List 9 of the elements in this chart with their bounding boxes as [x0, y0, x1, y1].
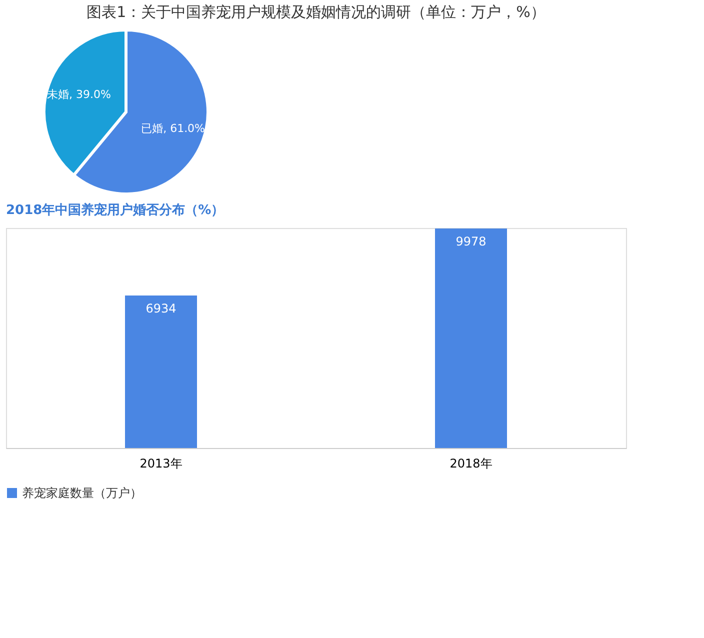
x-tick-label: 2013年	[140, 456, 182, 470]
legend-label: 养宠家庭数量（万户）	[22, 486, 142, 500]
slice-label: 未婚, 39.0%	[46, 88, 111, 102]
slice-label: 已婚, 61.0%	[141, 122, 206, 135]
x-tick-label: 2018年	[450, 456, 492, 470]
data-label: 9978	[456, 234, 486, 248]
text: 图表1：关于中国养宠用户规模及婚姻情况的调研（单位：万户，%）	[86, 3, 546, 21]
data-label: 6934	[146, 301, 176, 316]
text: 2018年中国养宠用户婚否分布（%）	[6, 202, 224, 218]
